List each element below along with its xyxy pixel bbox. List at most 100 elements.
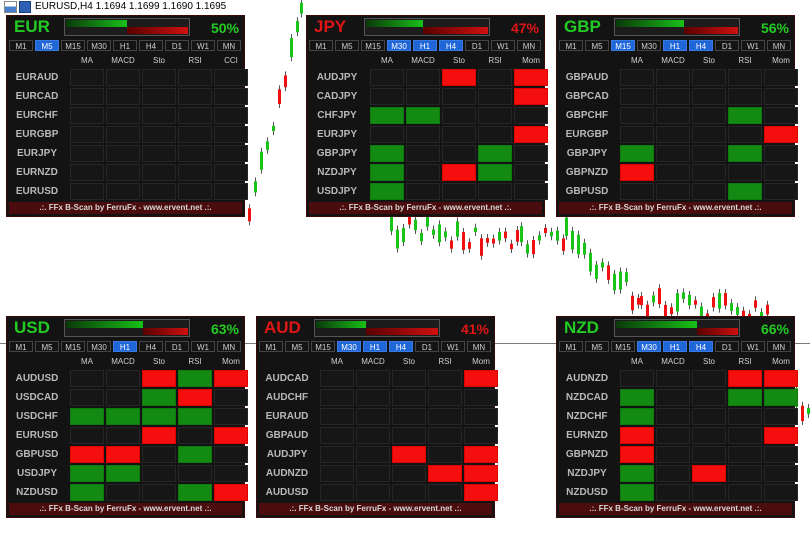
signal-empty-cell — [728, 484, 762, 501]
tab-m15[interactable]: M15 — [611, 341, 635, 352]
tab-mn[interactable]: MN — [767, 341, 791, 352]
panel-footer[interactable]: .:. FFx B-Scan by FerruFx - www.ervent.n… — [559, 503, 792, 515]
panel-footer[interactable]: .:. FFx B-Scan by FerruFx - www.ervent.n… — [9, 503, 242, 515]
tab-h4[interactable]: H4 — [389, 341, 413, 352]
candle-body — [556, 230, 559, 241]
signal-empty-cell — [406, 88, 440, 105]
panel-footer[interactable]: .:. FFx B-Scan by FerruFx - www.ervent.n… — [9, 202, 242, 214]
tab-m1[interactable]: M1 — [259, 341, 283, 352]
tab-h4[interactable]: H4 — [439, 40, 463, 51]
tab-m15[interactable]: M15 — [611, 40, 635, 51]
panel-footer[interactable]: .:. FFx B-Scan by FerruFx - www.ervent.n… — [559, 202, 792, 214]
candle-body — [538, 235, 541, 241]
tab-m30[interactable]: M30 — [637, 341, 661, 352]
tab-h1[interactable]: H1 — [363, 341, 387, 352]
panel-footer[interactable]: .:. FFx B-Scan by FerruFx - www.ervent.n… — [259, 503, 492, 515]
candle-body — [700, 306, 703, 318]
tab-h4[interactable]: H4 — [689, 40, 713, 51]
signal-empty-cell — [406, 126, 440, 143]
candle-body — [571, 230, 574, 250]
tab-m1[interactable]: M1 — [309, 40, 333, 51]
panel-aud[interactable]: AUD 41% M1 M5 M15 M30 H1 H4 D1 W1 MN MA MACD Sto RSI Mo… — [256, 316, 498, 518]
tab-m15[interactable]: M15 — [61, 341, 85, 352]
tab-m15[interactable]: M15 — [361, 40, 385, 51]
strength-bar-down — [423, 27, 488, 34]
candle-body — [438, 224, 441, 243]
tab-mn[interactable]: MN — [517, 40, 541, 51]
signal-empty-cell — [656, 370, 690, 387]
tab-m5[interactable]: M5 — [35, 40, 59, 51]
timeframe-tabs: M1 M5 M15 M30 H1 H4 D1 W1 MN — [259, 341, 493, 353]
indicator-mom: Mom — [222, 357, 240, 366]
tab-m5[interactable]: M5 — [585, 40, 609, 51]
tab-w1[interactable]: W1 — [741, 341, 765, 352]
tab-m30[interactable]: M30 — [87, 40, 111, 51]
panel-footer[interactable]: .:. FFx B-Scan by FerruFx - www.ervent.n… — [309, 202, 542, 214]
signal-empty-cell — [464, 427, 498, 444]
strength-bar-up — [616, 321, 697, 328]
tab-d1[interactable]: D1 — [165, 341, 189, 352]
tab-m1[interactable]: M1 — [559, 341, 583, 352]
tab-m5[interactable]: M5 — [35, 341, 59, 352]
signal-up-cell — [478, 164, 512, 181]
tab-d1[interactable]: D1 — [715, 40, 739, 51]
tab-m15[interactable]: M15 — [61, 40, 85, 51]
panel-eur[interactable]: EUR 50% M1 M5 M15 M30 H1 H4 D1 W1 MN MA MACD Sto RSI CC… — [6, 15, 248, 217]
pair-label: EURUSD — [15, 186, 59, 197]
signal-empty-cell — [620, 183, 654, 200]
tab-d1[interactable]: D1 — [465, 40, 489, 51]
tab-mn[interactable]: MN — [467, 341, 491, 352]
signal-down-cell — [764, 427, 798, 444]
tab-m1[interactable]: M1 — [559, 40, 583, 51]
tab-mn[interactable]: MN — [217, 341, 241, 352]
signal-empty-cell — [692, 484, 726, 501]
tab-d1[interactable]: D1 — [415, 341, 439, 352]
tab-mn[interactable]: MN — [767, 40, 791, 51]
tab-w1[interactable]: W1 — [441, 341, 465, 352]
signal-empty-cell — [406, 69, 440, 86]
tab-m1[interactable]: M1 — [9, 341, 33, 352]
tab-d1[interactable]: D1 — [165, 40, 189, 51]
tab-m5[interactable]: M5 — [585, 341, 609, 352]
tab-h1[interactable]: H1 — [113, 40, 137, 51]
panel-usd[interactable]: USD 63% M1 M5 M15 M30 H1 H4 D1 W1 MN MA MACD Sto RSI Mo… — [6, 316, 248, 518]
candle-body — [408, 215, 411, 225]
indicator-macd: MACD — [111, 56, 135, 65]
signal-empty-cell — [764, 465, 798, 482]
panel-jpy[interactable]: JPY 47% M1 M5 M15 M30 H1 H4 D1 W1 MN MA MACD Sto RSI Mo… — [306, 15, 548, 217]
tab-h1[interactable]: H1 — [113, 341, 137, 352]
indicator-ma: MA — [381, 56, 393, 65]
tab-w1[interactable]: W1 — [741, 40, 765, 51]
tab-w1[interactable]: W1 — [191, 40, 215, 51]
tab-h4[interactable]: H4 — [139, 40, 163, 51]
tab-h4[interactable]: H4 — [689, 341, 713, 352]
signal-empty-cell — [656, 164, 690, 181]
tab-mn[interactable]: MN — [217, 40, 241, 51]
panel-nzd[interactable]: NZD 66% M1 M5 M15 M30 H1 H4 D1 W1 MN MA MACD Sto RSI Mo… — [556, 316, 798, 518]
tab-h1[interactable]: H1 — [663, 40, 687, 51]
tab-w1[interactable]: W1 — [191, 341, 215, 352]
tab-m30[interactable]: M30 — [637, 40, 661, 51]
tab-m30[interactable]: M30 — [337, 341, 361, 352]
tab-m30[interactable]: M30 — [387, 40, 411, 51]
strength-meter — [614, 18, 740, 36]
tab-m5[interactable]: M5 — [285, 341, 309, 352]
tab-d1[interactable]: D1 — [715, 341, 739, 352]
pair-label: EURNZD — [16, 167, 58, 178]
signal-empty-cell — [356, 427, 390, 444]
tab-m15[interactable]: M15 — [311, 341, 335, 352]
panel-gbp[interactable]: GBP 56% M1 M5 M15 M30 H1 H4 D1 W1 MN MA MACD Sto RSI Mo… — [556, 15, 798, 217]
tab-w1[interactable]: W1 — [491, 40, 515, 51]
signal-empty-cell — [428, 484, 462, 501]
tab-h1[interactable]: H1 — [413, 40, 437, 51]
signal-empty-cell — [442, 126, 476, 143]
tab-h4[interactable]: H4 — [139, 341, 163, 352]
tab-h1[interactable]: H1 — [663, 341, 687, 352]
signal-up-cell — [178, 446, 212, 463]
indicator-macd: MACD — [361, 357, 385, 366]
tab-m30[interactable]: M30 — [87, 341, 111, 352]
tab-m1[interactable]: M1 — [9, 40, 33, 51]
tab-m5[interactable]: M5 — [335, 40, 359, 51]
signal-down-cell — [214, 427, 248, 444]
candle-body — [420, 233, 423, 242]
